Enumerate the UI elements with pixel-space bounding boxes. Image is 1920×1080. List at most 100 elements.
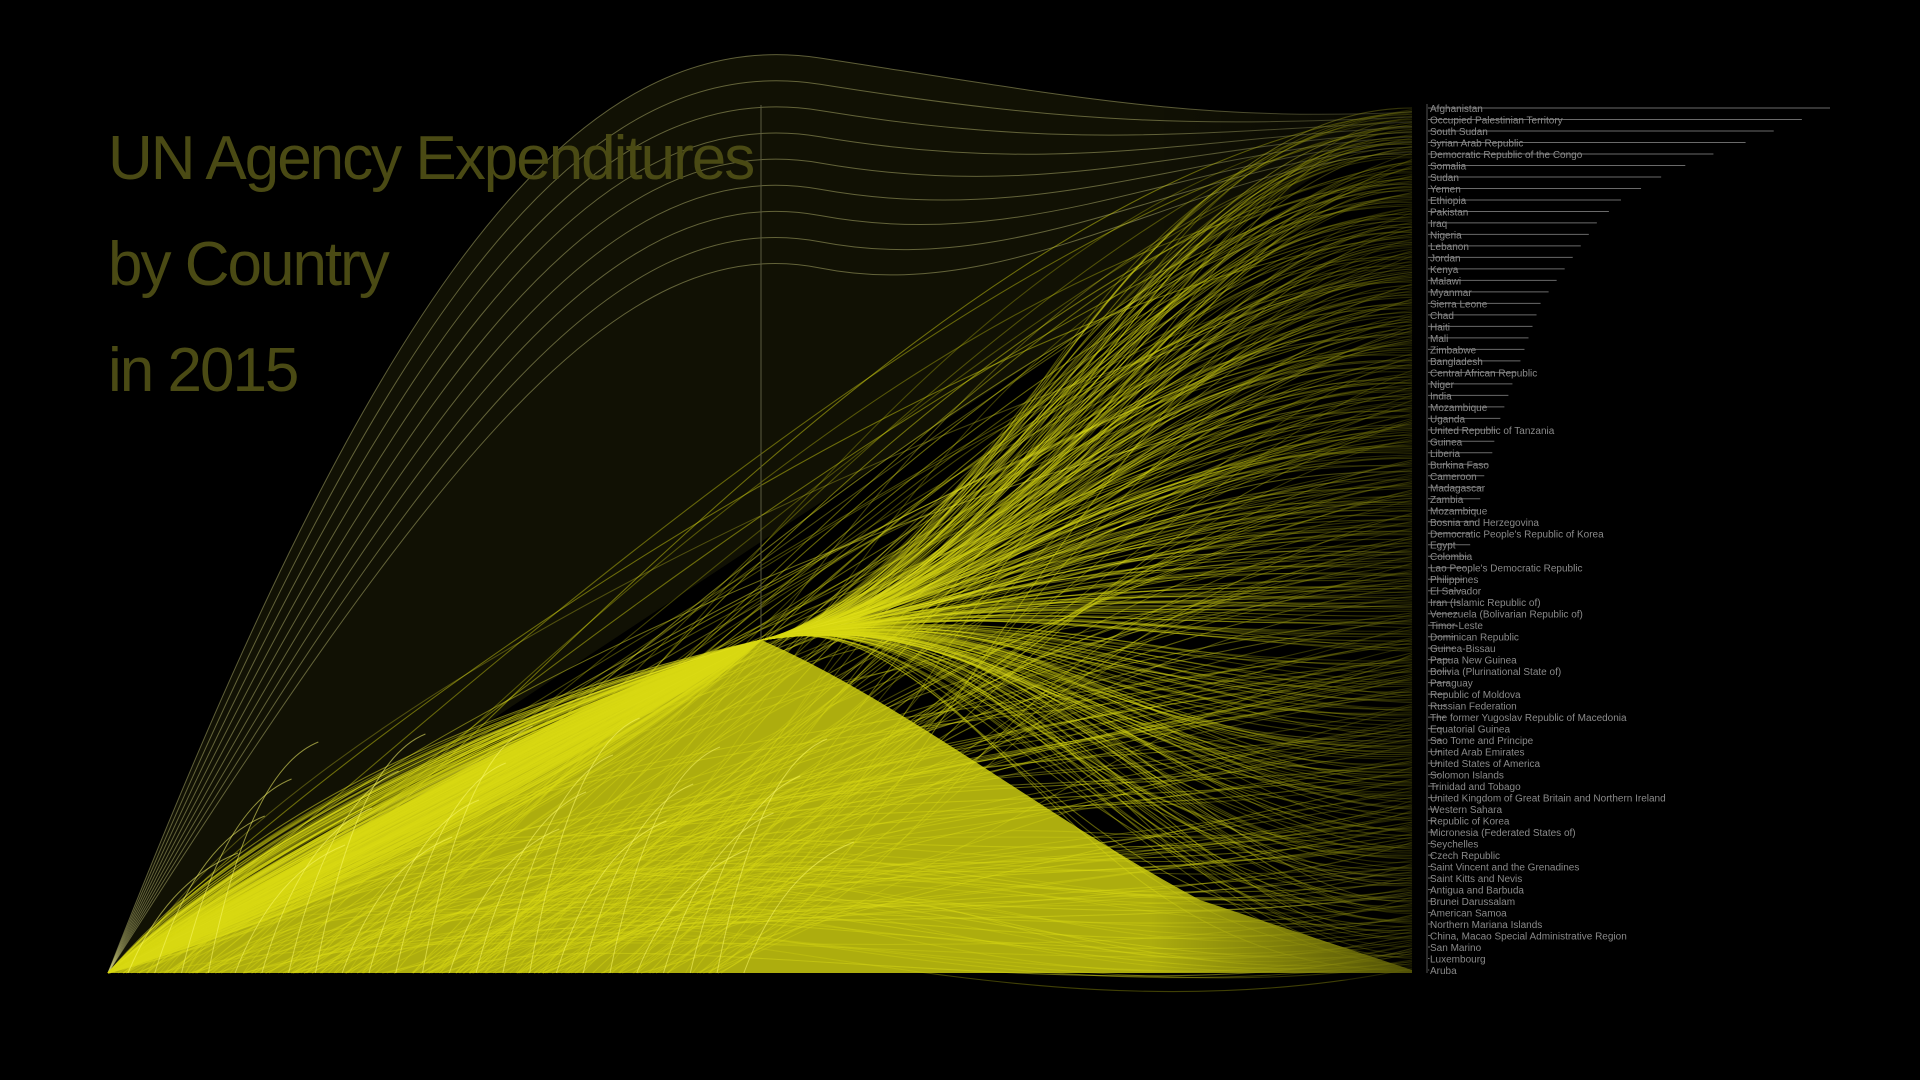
country-label: Cameroon bbox=[1430, 472, 1477, 483]
country-label: Bosnia and Herzegovina bbox=[1430, 518, 1539, 529]
country-label: Lebanon bbox=[1430, 242, 1469, 253]
country-label: Burkina Faso bbox=[1430, 460, 1489, 471]
country-label: Central African Republic bbox=[1430, 368, 1537, 379]
title-line-1: UN Agency Expenditures bbox=[108, 124, 755, 193]
source-curve bbox=[314, 733, 426, 974]
country-label: China, Macao Special Administrative Regi… bbox=[1430, 932, 1627, 943]
source-curve bbox=[422, 725, 533, 974]
source-curve bbox=[475, 791, 587, 974]
country-label: Dominican Republic bbox=[1430, 633, 1519, 644]
country-label: American Samoa bbox=[1430, 909, 1507, 920]
source-curve bbox=[368, 799, 480, 974]
source-curve bbox=[636, 849, 747, 974]
title-line-3: in 2015 bbox=[108, 336, 299, 405]
source-curve bbox=[288, 770, 399, 974]
country-label: Liberia bbox=[1430, 449, 1460, 460]
country-label: Colombia bbox=[1430, 552, 1473, 563]
country-label: Iraq bbox=[1430, 219, 1447, 230]
country-label: Myanmar bbox=[1430, 288, 1472, 299]
fan-curve bbox=[107, 308, 1413, 974]
value-bars bbox=[1428, 107, 1830, 971]
country-label: Venezuela (Bolivarian Republic of) bbox=[1430, 610, 1583, 621]
source-curve bbox=[502, 754, 614, 974]
country-label: Malawi bbox=[1430, 276, 1461, 287]
country-label: Trinidad and Tobago bbox=[1430, 782, 1521, 793]
right-fade bbox=[1150, 100, 1415, 980]
country-label: Chad bbox=[1430, 311, 1454, 322]
country-label: Guinea-Bissau bbox=[1430, 644, 1496, 655]
country-label: United Republic of Tanzania bbox=[1430, 426, 1555, 437]
fan-curve bbox=[107, 634, 1413, 974]
country-label: Democratic People's Republic of Korea bbox=[1430, 529, 1604, 540]
country-label: Bolivia (Plurinational State of) bbox=[1430, 667, 1561, 678]
country-label: Syrian Arab Republic bbox=[1430, 138, 1523, 149]
country-label: Mali bbox=[1430, 334, 1448, 345]
country-label: Pakistan bbox=[1430, 207, 1468, 218]
country-label: Afghanistan bbox=[1430, 104, 1483, 115]
country-label: Madagascar bbox=[1430, 483, 1486, 494]
country-label: United Arab Emirates bbox=[1430, 748, 1525, 759]
country-label: Mozambique bbox=[1430, 506, 1488, 517]
source-curve bbox=[154, 815, 265, 974]
country-label: Western Sahara bbox=[1430, 805, 1503, 816]
country-label: Iran (Islamic Republic of) bbox=[1430, 598, 1541, 609]
country-label: Luxembourg bbox=[1430, 955, 1486, 966]
country-label: Seychelles bbox=[1430, 840, 1478, 851]
country-label: Solomon Islands bbox=[1430, 771, 1504, 782]
country-label: Sao Tome and Principe bbox=[1430, 736, 1534, 747]
country-label: Niger bbox=[1430, 380, 1455, 391]
source-curves bbox=[127, 717, 855, 974]
country-label: Democratic Republic of the Congo bbox=[1430, 150, 1583, 161]
source-curve bbox=[207, 741, 319, 974]
source-curve bbox=[261, 807, 373, 974]
country-label: Sudan bbox=[1430, 173, 1459, 184]
country-label: United States of America bbox=[1430, 759, 1540, 770]
country-label: The former Yugoslav Republic of Macedoni… bbox=[1430, 713, 1627, 724]
title-line-2: by Country bbox=[108, 230, 390, 299]
source-curve bbox=[529, 717, 640, 974]
country-label: Paraguay bbox=[1430, 679, 1473, 690]
country-label: India bbox=[1430, 391, 1452, 402]
country-label: Timor-Leste bbox=[1430, 621, 1483, 632]
country-label: Occupied Palestinian Territory bbox=[1430, 115, 1563, 126]
country-label: Ethiopia bbox=[1430, 196, 1467, 207]
country-label: Saint Vincent and the Grenadines bbox=[1430, 863, 1579, 874]
country-label: Northern Mariana Islands bbox=[1430, 920, 1542, 931]
source-curve bbox=[609, 746, 721, 974]
country-label: Kenya bbox=[1430, 265, 1459, 276]
country-label: Somalia bbox=[1430, 161, 1467, 172]
country-label: Saint Kitts and Nevis bbox=[1430, 874, 1522, 885]
source-curve bbox=[716, 738, 828, 974]
country-label: United Kingdom of Great Britain and Nort… bbox=[1430, 794, 1666, 805]
country-label: Mozambique bbox=[1430, 403, 1488, 414]
country-label: Jordan bbox=[1430, 253, 1461, 264]
country-label: Haiti bbox=[1430, 322, 1450, 333]
country-label: Zimbabwe bbox=[1430, 345, 1477, 356]
source-curve bbox=[743, 841, 855, 974]
country-label: Egypt bbox=[1430, 541, 1456, 552]
country-label: Equatorial Guinea bbox=[1430, 725, 1510, 736]
chart-title: UN Agency Expenditures by Country in 201… bbox=[108, 106, 755, 424]
country-label: Aruba bbox=[1430, 966, 1457, 977]
country-label: Brunei Darussalam bbox=[1430, 897, 1515, 908]
country-label: Philippines bbox=[1430, 575, 1478, 586]
country-label: Micronesia (Federated States of) bbox=[1430, 828, 1576, 839]
country-label: Sierra Leone bbox=[1430, 299, 1488, 310]
country-label: Russian Federation bbox=[1430, 702, 1517, 713]
country-label: Bangladesh bbox=[1430, 357, 1483, 368]
country-label: El Salvador bbox=[1430, 587, 1482, 598]
source-curve bbox=[663, 812, 774, 974]
country-label: Antigua and Barbuda bbox=[1430, 886, 1524, 897]
country-label: Uganda bbox=[1430, 414, 1465, 425]
country-label: Republic of Korea bbox=[1430, 817, 1510, 828]
source-curve bbox=[234, 844, 346, 974]
country-label: Papua New Guinea bbox=[1430, 656, 1517, 667]
country-label: San Marino bbox=[1430, 943, 1482, 954]
source-curve bbox=[582, 783, 694, 974]
country-label: Lao People's Democratic Republic bbox=[1430, 564, 1583, 575]
country-label: South Sudan bbox=[1430, 127, 1488, 138]
country-label: Yemen bbox=[1430, 184, 1461, 195]
source-curve bbox=[448, 828, 560, 974]
